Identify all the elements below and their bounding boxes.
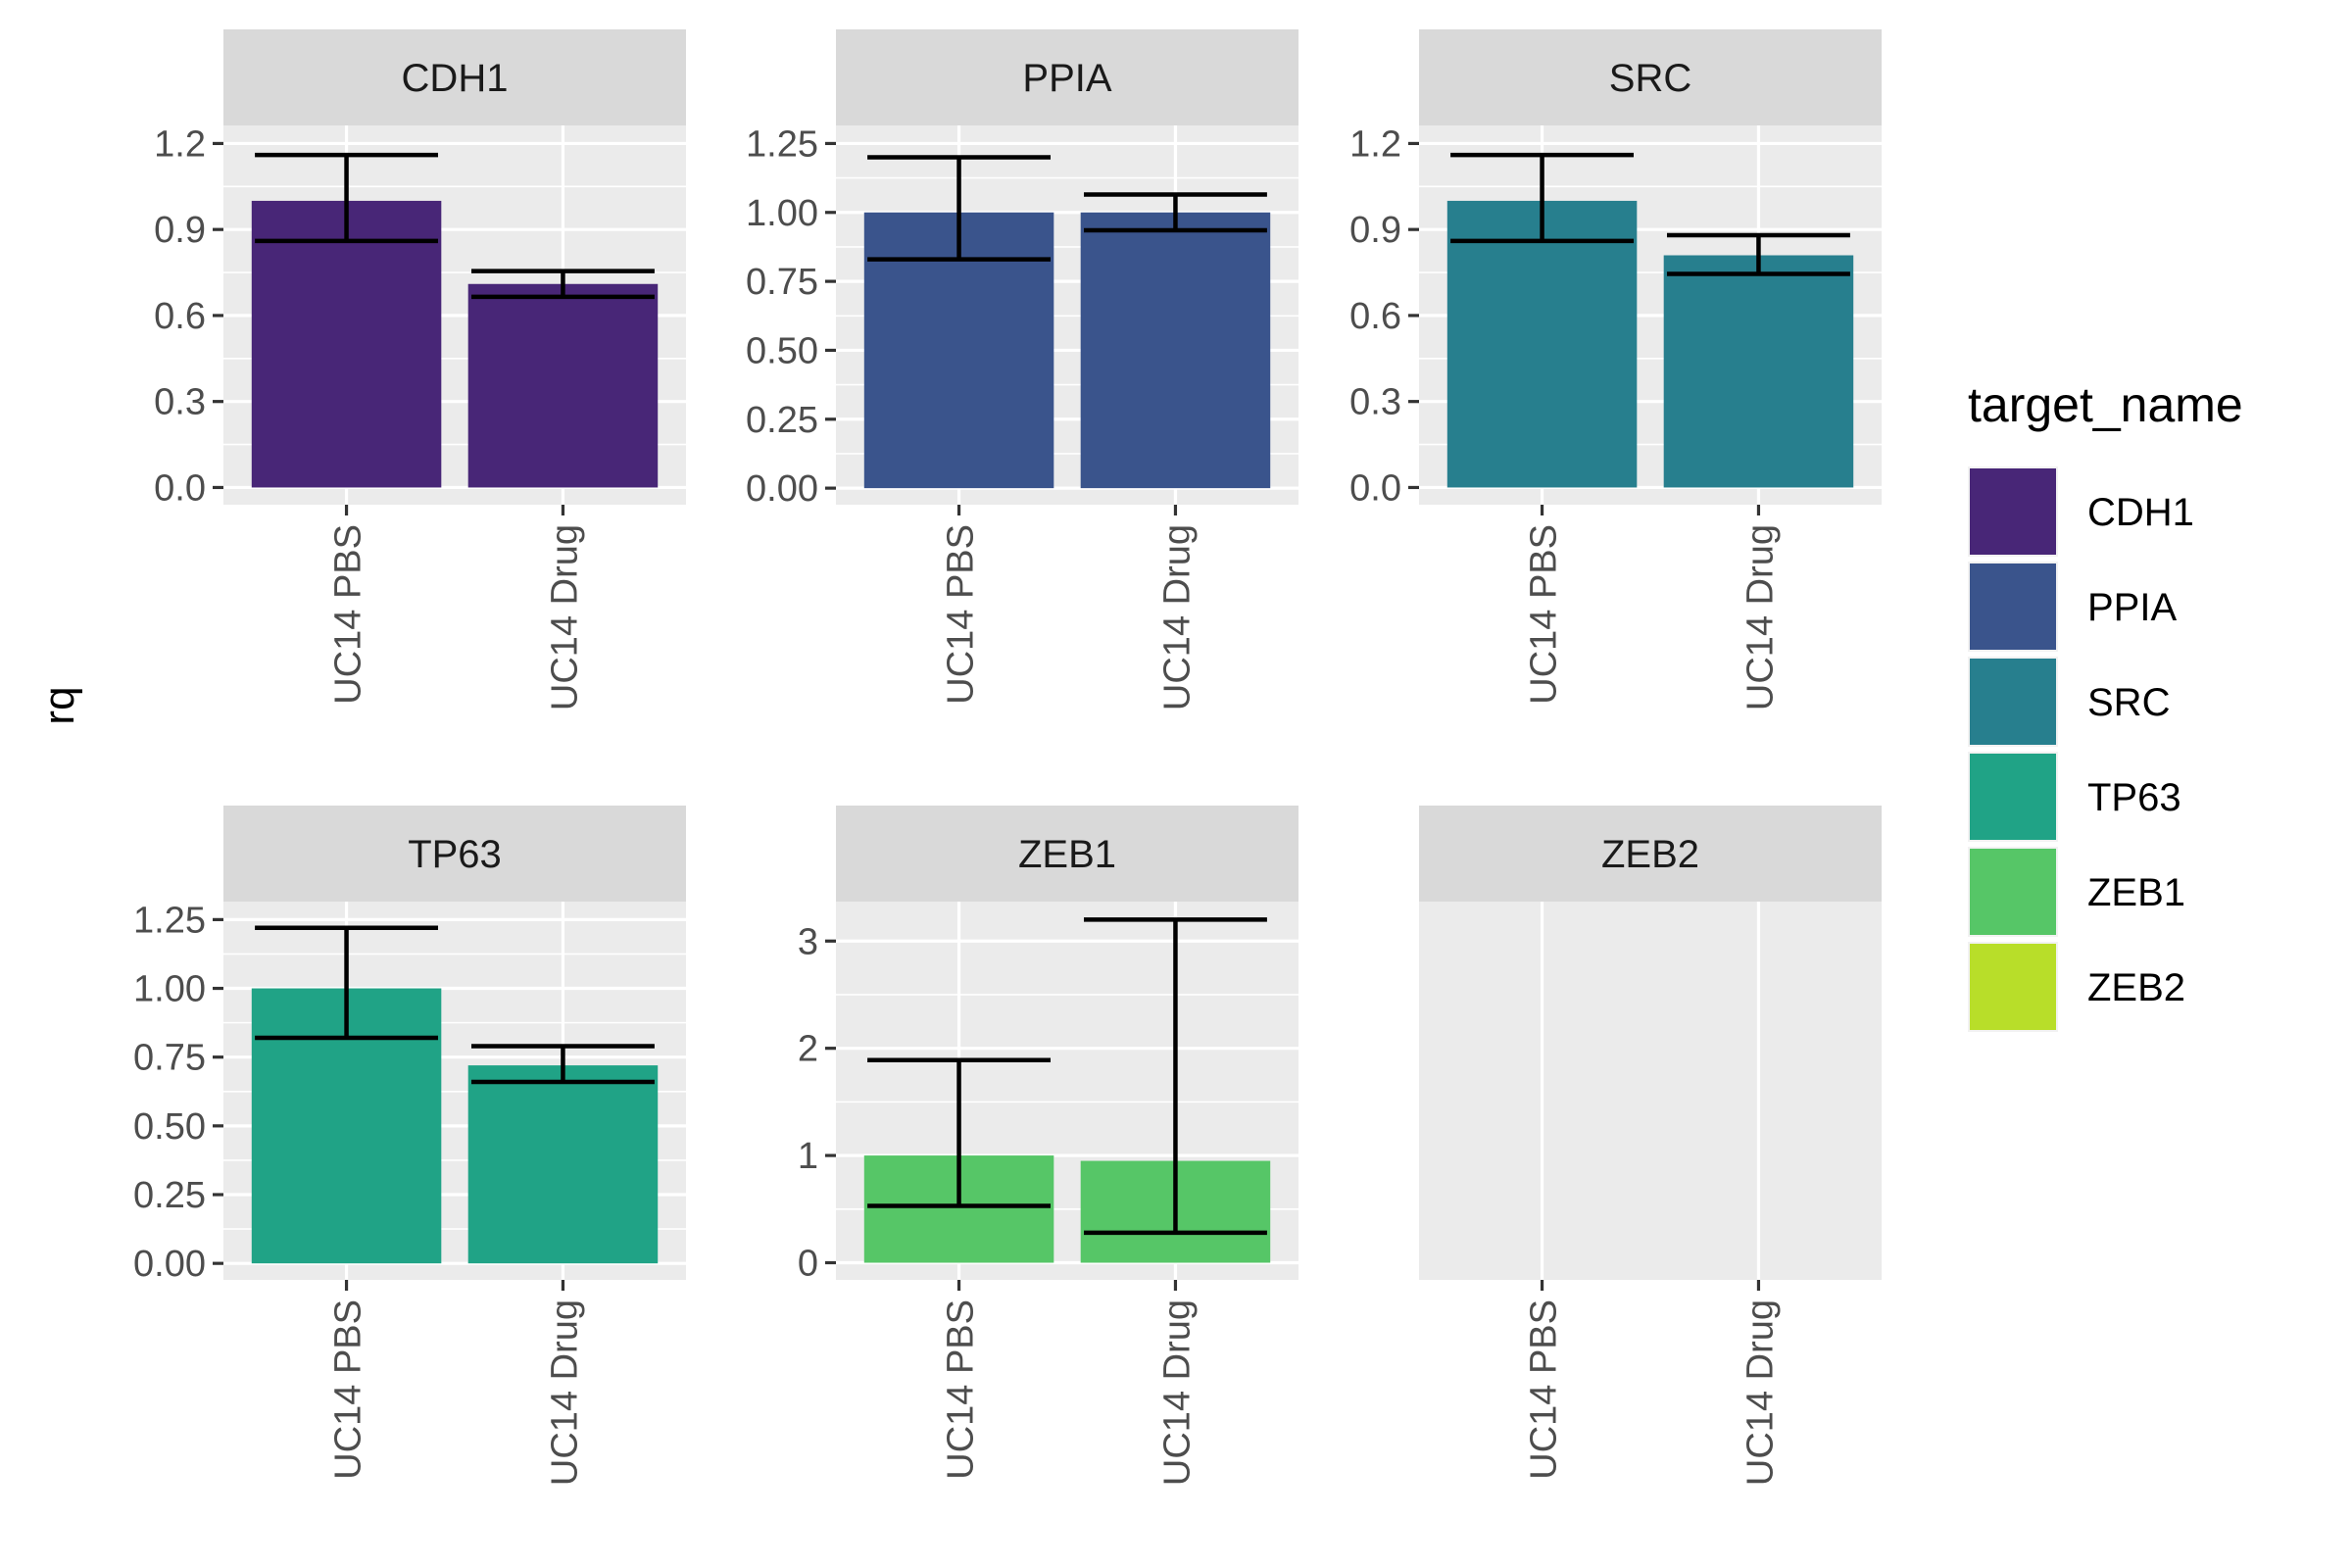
error-bar [255,152,439,244]
facet-strip-label: CDH1 [402,57,509,100]
y-tick-label: 2 [798,1029,818,1070]
bar-uc14-drug [467,1065,659,1264]
y-tick-label: 1.2 [1349,123,1401,165]
facet-strip-label: ZEB2 [1601,833,1699,876]
y-tick-label: 1.25 [746,123,818,165]
x-tick-label: UC14 PBS [941,1299,982,1480]
y-tick-label: 1 [798,1136,818,1177]
facet-strip-label: PPIA [1022,57,1111,100]
legend-title: target_name [1968,377,2243,432]
facet-strip-label: TP63 [408,833,502,876]
y-tick-label: 1.00 [746,193,818,234]
legend-item-cdh1: CDH1 [1968,466,2194,557]
bar-uc14-drug [467,283,659,488]
y-tick-label: 0.9 [154,210,206,251]
y-tick-label: 0.25 [133,1175,206,1216]
y-tick-label: 0.6 [1349,296,1401,337]
legend-item-tp63: TP63 [1968,752,2181,842]
error-bar [867,1057,1052,1208]
x-tick-label: UC14 Drug [1740,1299,1781,1486]
x-tick-label: UC14 Drug [544,1299,585,1486]
legend-label: ZEB2 [2087,966,2185,1009]
x-tick-label: UC14 Drug [1156,524,1198,710]
legend: target_name CDH1 PPIA SRC TP63 ZEB1 ZEB2 [1968,377,2243,1032]
x-tick-label: UC14 PBS [328,524,369,705]
legend-item-zeb2: ZEB2 [1968,942,2185,1032]
legend-swatch [1970,944,2056,1030]
bar-uc14-drug [1663,255,1854,488]
y-tick-label: 0.6 [154,296,206,337]
x-tick-label: UC14 PBS [941,524,982,705]
facet-strip-label: SRC [1609,57,1691,100]
x-tick-label: UC14 PBS [328,1299,369,1480]
y-tick-label: 0.9 [1349,210,1401,251]
legend-swatch [1970,564,2056,650]
y-axis-title: rq [35,686,83,724]
error-bar [1666,232,1850,276]
panel-tp63: TP63 0.00 0.25 0.50 0.75 1.00 1.25 UC14 PBS UC14… [133,806,686,1486]
x-tick-label: UC14 Drug [1740,524,1781,710]
legend-label: SRC [2087,681,2170,724]
bar-uc14-pbs [251,200,442,488]
y-tick-label: 1.25 [133,900,206,941]
facet-strip-label: ZEB1 [1018,833,1116,876]
y-tick-label: 0.3 [1349,382,1401,423]
y-tick-label: 0 [798,1243,818,1284]
x-tick-label: UC14 PBS [1524,524,1565,705]
facet-strip [223,806,686,902]
panel-background [1419,902,1882,1280]
panel-src: SRC 0.0 0.3 0.6 0.9 1.2 UC14 PBS UC14 Drug [1349,29,1882,710]
y-tick-label: 0.25 [746,400,818,441]
panel-zeb1: ZEB1 0 1 2 3 UC14 PBS UC14 Drug [798,806,1298,1486]
facet-strip [1419,29,1882,125]
error-bar [1083,917,1267,1236]
y-tick-label: 0.75 [133,1038,206,1079]
panel-zeb2: ZEB2 UC14 PBS UC14 Drug [1419,806,1882,1486]
y-tick-label: 0.0 [154,467,206,509]
facet-strip [836,806,1298,902]
legend-item-zeb1: ZEB1 [1968,847,2185,937]
y-tick-label: 3 [798,921,818,962]
bar-uc14-drug [1080,212,1271,489]
error-bar [255,925,439,1041]
error-bar [1450,152,1635,244]
panel-cdh1: CDH1 0.0 0.3 0.6 0.9 1.2 UC14 PBS UC14 Drug [154,29,686,710]
y-tick-label: 1.00 [133,969,206,1010]
x-tick-label: UC14 Drug [544,524,585,710]
y-tick-label: 0.00 [746,468,818,510]
error-bar [470,269,655,300]
x-tick-label: UC14 PBS [1524,1299,1565,1480]
facet-strip [836,29,1298,125]
legend-swatch [1970,754,2056,840]
y-tick-label: 0.3 [154,382,206,423]
y-tick-label: 0.50 [746,330,818,371]
y-tick-label: 1.2 [154,123,206,165]
x-tick-label: UC14 Drug [1156,1299,1198,1486]
legend-swatch [1970,659,2056,745]
legend-label: CDH1 [2087,491,2194,534]
facet-strip [1419,806,1882,902]
legend-label: TP63 [2087,776,2181,819]
bar-uc14-pbs [1446,200,1638,488]
legend-label: ZEB1 [2087,871,2185,914]
y-tick-label: 0.00 [133,1244,206,1285]
y-tick-label: 0.0 [1349,467,1401,509]
panel-ppia: PPIA 0.00 0.25 0.50 0.75 1.00 1.25 UC14 PBS UC14… [746,29,1298,710]
error-bar [1083,192,1267,233]
facet-strip [223,29,686,125]
legend-swatch [1970,468,2056,555]
legend-label: PPIA [2087,586,2177,629]
legend-item-ppia: PPIA [1968,562,2177,652]
y-tick-label: 0.50 [133,1106,206,1148]
y-tick-label: 0.75 [746,262,818,303]
error-bar [867,155,1052,262]
legend-swatch [1970,849,2056,935]
legend-item-src: SRC [1968,657,2170,747]
error-bar [470,1044,655,1085]
